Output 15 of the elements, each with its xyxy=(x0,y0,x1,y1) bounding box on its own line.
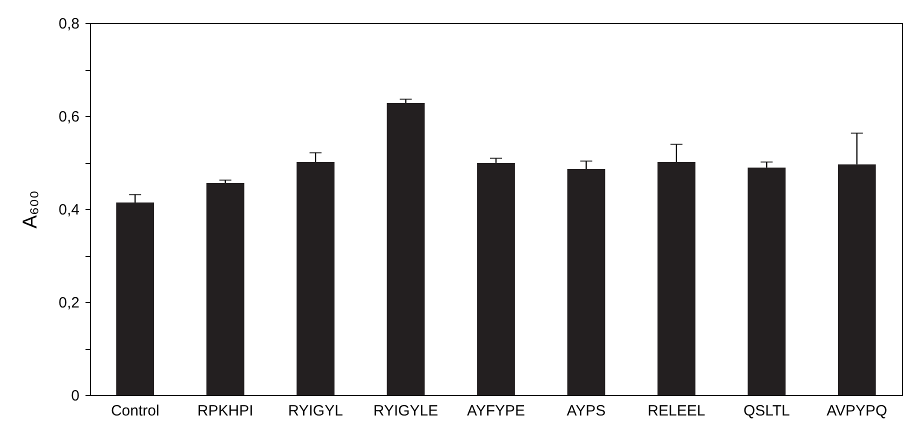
x-tick-label: RPKHPI xyxy=(197,402,254,420)
y-tick-label: 0 xyxy=(71,388,80,404)
x-tick-label: AYFYPE xyxy=(466,402,526,420)
y-tick-label: 0,4 xyxy=(58,202,80,218)
y-tick-label: 0,8 xyxy=(58,16,80,32)
x-tick-label: AVPYPQ xyxy=(826,402,888,420)
x-tick-label: RELEEL xyxy=(648,402,706,420)
y-axis-title: A₆₀₀ xyxy=(20,190,42,229)
x-tick-label: RYIGYLE xyxy=(373,402,438,420)
x-tick-label: AYPS xyxy=(566,402,606,420)
x-tick-label: QSLTL xyxy=(743,402,790,420)
y-tick-label: 0,2 xyxy=(58,294,80,312)
x-tick-label: Control xyxy=(110,402,160,420)
y-tick-label: 0,6 xyxy=(58,108,80,126)
x-tick-label: RYIGYL xyxy=(288,402,343,420)
